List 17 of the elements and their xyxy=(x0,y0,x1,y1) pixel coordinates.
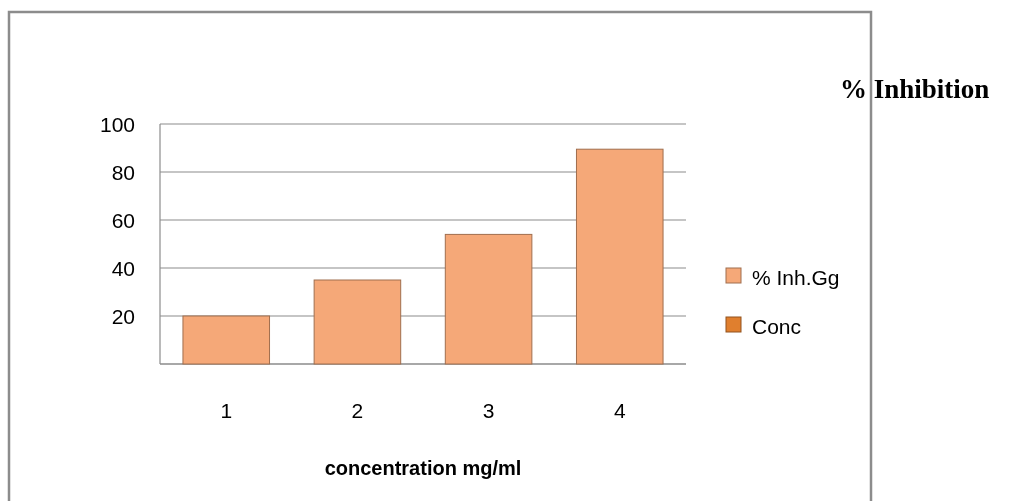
x-tick-label: 1 xyxy=(220,398,233,422)
y-tick-label: 40 xyxy=(111,256,135,280)
x-tick-label: 2 xyxy=(351,398,364,422)
legend-label: % Inh.Gg xyxy=(752,265,840,289)
x-axis-title: concentration mg/ml xyxy=(324,457,522,479)
bar xyxy=(575,148,664,365)
x-tick-label: 4 xyxy=(613,398,626,422)
y-tick-label: 20 xyxy=(111,304,135,328)
text: % Inhibition xyxy=(840,74,990,104)
y-tick-label: 60 xyxy=(111,208,135,232)
bar xyxy=(313,279,402,365)
bar xyxy=(444,233,533,365)
y-tick-label: 80 xyxy=(111,160,135,184)
bar xyxy=(182,315,271,365)
x-tick-label: 3 xyxy=(482,398,495,422)
legend-label: Conc xyxy=(752,314,802,338)
y-tick-label: 100 xyxy=(99,112,135,136)
